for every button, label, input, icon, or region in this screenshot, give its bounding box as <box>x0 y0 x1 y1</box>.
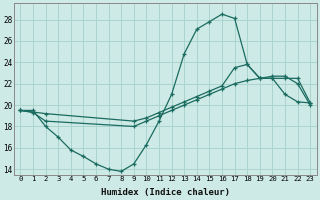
X-axis label: Humidex (Indice chaleur): Humidex (Indice chaleur) <box>101 188 230 197</box>
